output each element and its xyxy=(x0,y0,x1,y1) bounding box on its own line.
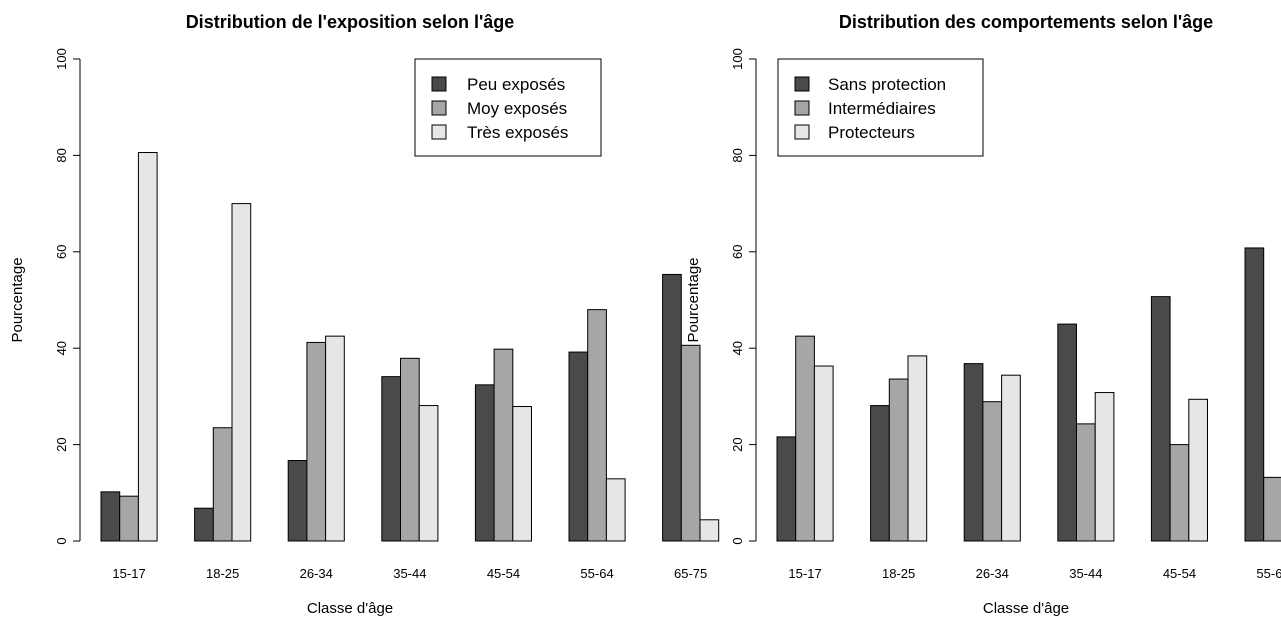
bar xyxy=(306,341,327,542)
bar xyxy=(982,401,1003,542)
y-tick-label: 80 xyxy=(730,148,745,162)
y-tick-label: 0 xyxy=(730,537,745,544)
x-tick-label: 18-25 xyxy=(882,566,915,581)
y-tick-label: 20 xyxy=(730,437,745,451)
bar xyxy=(568,351,589,542)
y-tick-label: 80 xyxy=(54,148,69,162)
bar xyxy=(1094,392,1115,542)
legend-swatch xyxy=(794,76,810,92)
legend: Peu exposés Moy exposés Très exposés xyxy=(414,58,602,157)
bar xyxy=(776,436,797,542)
legend-box xyxy=(414,58,602,157)
y-tick-label: 100 xyxy=(54,48,69,70)
bar xyxy=(194,507,214,542)
chart-panel-1: Distribution de l'exposition selon l'âge… xyxy=(9,12,720,617)
x-axis-label: Classe d'âge xyxy=(307,600,393,617)
chart-title: Distribution de l'exposition selon l'âge xyxy=(186,12,515,32)
x-tick-label: 45-54 xyxy=(1163,566,1196,581)
legend-swatch xyxy=(431,76,447,92)
legend-label: Peu exposés xyxy=(467,75,565,94)
y-tick-label: 100 xyxy=(730,48,745,70)
y-tick-label: 40 xyxy=(730,341,745,355)
bar xyxy=(1244,247,1265,542)
bar xyxy=(813,365,834,542)
bar xyxy=(418,405,439,542)
y-axis-label: Pourcentage xyxy=(685,257,702,342)
bar xyxy=(119,495,139,542)
bar xyxy=(963,363,984,542)
bar xyxy=(381,376,401,542)
legend-label: Très exposés xyxy=(467,123,568,142)
bar xyxy=(1076,423,1096,542)
bar xyxy=(1057,323,1078,542)
bar xyxy=(493,348,514,542)
legend-label: Protecteurs xyxy=(828,123,915,142)
x-axis-label: Classe d'âge xyxy=(983,600,1069,617)
x-tick-label: 26-34 xyxy=(300,566,333,581)
bar xyxy=(662,273,682,542)
bar xyxy=(1150,296,1171,542)
bar xyxy=(212,427,233,542)
bar xyxy=(699,519,720,542)
chart-panel-2: Distribution des comportements selon l'â… xyxy=(685,12,1281,617)
y-tick-label: 40 xyxy=(54,341,69,355)
legend-label: Sans protection xyxy=(828,75,946,94)
legend-box xyxy=(777,58,984,157)
chart-title: Distribution des comportements selon l'â… xyxy=(839,12,1213,32)
legend-swatch xyxy=(431,124,447,140)
x-tick-label: 15-17 xyxy=(112,566,145,581)
bar xyxy=(400,357,420,542)
x-tick-label: 15-17 xyxy=(788,566,821,581)
bar xyxy=(474,384,495,542)
x-tick-label: 55-64 xyxy=(1256,566,1281,581)
legend-swatch xyxy=(431,100,447,116)
legend-label: Moy exposés xyxy=(467,99,567,118)
bar xyxy=(680,344,701,542)
bar xyxy=(1001,374,1021,542)
x-tick-label: 26-34 xyxy=(976,566,1009,581)
bar xyxy=(605,478,626,542)
bar xyxy=(1169,444,1190,542)
bar xyxy=(100,491,121,542)
bar xyxy=(587,309,607,542)
y-tick-label: 20 xyxy=(54,437,69,451)
legend-swatch xyxy=(794,124,810,140)
bar xyxy=(1263,476,1281,542)
bar xyxy=(287,460,308,542)
bar xyxy=(888,378,909,542)
bar xyxy=(325,335,345,542)
y-tick-label: 60 xyxy=(54,245,69,259)
bar xyxy=(795,335,815,542)
x-tick-label: 35-44 xyxy=(1069,566,1102,581)
bar xyxy=(1188,398,1209,542)
y-tick-label: 0 xyxy=(54,537,69,544)
x-tick-label: 55-64 xyxy=(580,566,613,581)
bar xyxy=(137,152,158,542)
y-axis-label: Pourcentage xyxy=(9,257,26,342)
legend-label: Intermédiaires xyxy=(828,99,936,118)
y-tick-label: 60 xyxy=(730,245,745,259)
bar xyxy=(907,355,928,542)
bar xyxy=(870,405,890,542)
legend: Sans protection Intermédiaires Protecteurs xyxy=(777,58,984,157)
x-tick-label: 18-25 xyxy=(206,566,239,581)
x-tick-label: 65-75 xyxy=(674,566,707,581)
bar xyxy=(231,203,252,542)
x-tick-label: 35-44 xyxy=(393,566,426,581)
bar xyxy=(512,406,532,542)
x-tick-label: 45-54 xyxy=(487,566,520,581)
legend-swatch xyxy=(794,100,810,116)
